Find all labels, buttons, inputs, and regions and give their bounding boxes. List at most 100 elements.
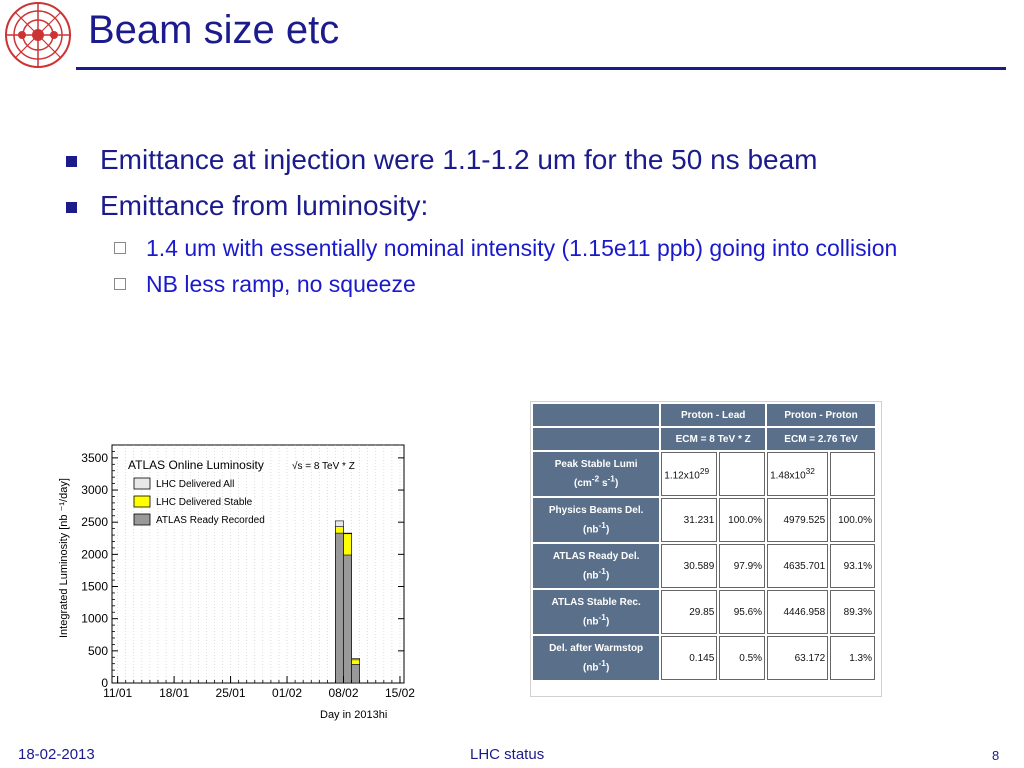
unit-exp: -2	[591, 473, 600, 484]
cell-pl-value: 31.231	[661, 498, 718, 542]
table-corner-cell	[533, 428, 660, 450]
luminosity-table: Proton - Lead Proton - Proton ECM = 8 Te…	[530, 401, 882, 697]
y-axis-label: Integrated Luminosity [nb ⁻¹/day]	[58, 478, 70, 638]
row-label-text: ATLAS Stable Rec.	[551, 596, 641, 608]
row-label-text: Peak Stable Lumi	[554, 458, 638, 470]
table-row: Physics Beams Del. (nb-1) 31.231 100.0% 4…	[533, 498, 875, 542]
plot-bars	[335, 520, 360, 684]
cell-pp-pct: 93.1%	[830, 544, 875, 588]
value-exp: 32	[805, 466, 815, 477]
legend-label: LHC Delivered Stable	[156, 497, 253, 508]
table-row: Peak Stable Lumi (cm-2 s-1) 1.12x1029 1.4…	[533, 452, 875, 496]
page-number: 8	[992, 748, 1000, 763]
legend-swatch-ready-recorded	[133, 513, 151, 526]
bar	[351, 664, 360, 684]
table-subheader-row: ECM = 8 TeV * Z ECM = 2.76 TeV	[533, 428, 875, 450]
unit-text: (nb	[582, 524, 599, 536]
cell-pp-pct	[830, 452, 875, 496]
luminosity-table-grid: Proton - Lead Proton - Proton ECM = 8 Te…	[531, 402, 877, 682]
unit-exp: -1	[598, 657, 606, 668]
unit-text: (nb	[582, 662, 599, 674]
legend-swatch-delivered-stable	[133, 495, 151, 508]
unit-exp: -1	[598, 611, 606, 622]
sub-bullet-item: 1.4 um with essentially nominal intensit…	[110, 232, 924, 264]
table-corner-cell	[533, 404, 660, 426]
cell-pl-value: 30.589	[661, 544, 718, 588]
table-row: ATLAS Ready Del. (nb-1) 30.589 97.9% 4635…	[533, 544, 875, 588]
cell-pl-pct: 95.6%	[719, 590, 766, 634]
unit-exp: -1	[607, 473, 615, 484]
square-bullet-icon	[66, 156, 77, 167]
subheader-ecm-pp: ECM = 2.76 TeV	[767, 428, 875, 450]
value-text: 1.12x10	[664, 470, 700, 482]
cell-pp-value: 1.48x1032	[767, 452, 829, 496]
x-tick-label: 15/02	[385, 686, 415, 700]
cell-pp-pct: 89.3%	[830, 590, 875, 634]
cell-pl-value: 0.145	[661, 636, 718, 680]
value-text: 1.48x10	[770, 470, 806, 482]
table-header-row: Proton - Lead Proton - Proton	[533, 404, 875, 426]
x-tick-label: 01/02	[272, 686, 302, 700]
square-bullet-icon	[66, 202, 77, 213]
cell-pp-pct: 1.3%	[830, 636, 875, 680]
lhc-logo-icon	[5, 2, 71, 68]
unit-exp: -1	[598, 519, 606, 530]
table-row: ATLAS Stable Rec. (nb-1) 29.85 95.6% 4446…	[533, 590, 875, 634]
bullet-text: Emittance from luminosity:	[100, 190, 429, 221]
hollow-square-bullet-icon	[114, 278, 126, 290]
bar	[335, 532, 344, 684]
luminosity-chart-svg: 0 500 1000 1500 2000 2500 3000 3500 11/01 18/01 2…	[58, 444, 415, 721]
row-unit: (cm-2 s-1)	[573, 474, 618, 490]
cell-pl-pct: 0.5%	[719, 636, 766, 680]
header-proton-proton: Proton - Proton	[767, 404, 875, 426]
row-label: Peak Stable Lumi (cm-2 s-1)	[533, 452, 660, 496]
y-tick-label: 1000	[81, 612, 108, 626]
y-tick-label: 1500	[81, 580, 108, 594]
x-tick-label: 25/01	[216, 686, 246, 700]
header-proton-lead: Proton - Lead	[661, 404, 766, 426]
plot-frame	[111, 444, 405, 684]
chart-legend: LHC Delivered All LHC Delivered Stable A…	[133, 477, 265, 526]
cell-pl-value: 1.12x1029	[661, 452, 718, 496]
chart-title: ATLAS Online Luminosity	[128, 458, 264, 472]
subheader-ecm-pl: ECM = 8 TeV * Z	[661, 428, 766, 450]
title-divider	[76, 67, 1006, 70]
x-axis-ticks: 11/01 18/01 25/01 01/02 08/02 15/02	[103, 676, 415, 700]
cell-pl-pct	[719, 452, 766, 496]
cell-pp-value: 4979.525	[767, 498, 829, 542]
cell-pp-value: 4446.958	[767, 590, 829, 634]
y-tick-label: 0	[101, 676, 108, 690]
y-tick-label: 500	[88, 644, 108, 658]
cell-pp-value: 63.172	[767, 636, 829, 680]
row-label: ATLAS Stable Rec. (nb-1)	[533, 590, 660, 634]
cell-pp-value: 4635.701	[767, 544, 829, 588]
y-tick-label: 2500	[81, 515, 108, 529]
cell-pl-value: 29.85	[661, 590, 718, 634]
sub-bullet-item: NB less ramp, no squeeze	[110, 268, 924, 300]
bullet-item: Emittance at injection were 1.1-1.2 um f…	[64, 140, 924, 180]
cell-pl-pct: 100.0%	[719, 498, 766, 542]
cell-pl-pct: 97.9%	[719, 544, 766, 588]
x-tick-label: 18/01	[159, 686, 189, 700]
legend-label: ATLAS Ready Recorded	[156, 515, 265, 526]
row-label-text: ATLAS Ready Del.	[552, 550, 640, 562]
row-label-text: Physics Beams Del.	[548, 504, 644, 516]
sub-bullet-text: 1.4 um with essentially nominal intensit…	[146, 235, 898, 261]
y-tick-label: 3000	[81, 483, 108, 497]
bullet-list: Emittance at injection were 1.1-1.2 um f…	[64, 140, 924, 304]
bullet-text: Emittance at injection were 1.1-1.2 um f…	[100, 144, 818, 175]
row-label: Del. after Warmstop (nb-1)	[533, 636, 660, 680]
row-label-text: Del. after Warmstop	[549, 642, 644, 654]
unit-text: s	[599, 478, 608, 490]
bullet-item: Emittance from luminosity:	[64, 186, 924, 226]
footer-date: 18-02-2013	[18, 746, 95, 763]
cell-pp-pct: 100.0%	[830, 498, 875, 542]
value-exp: 29	[699, 466, 710, 477]
footer-title: LHC status	[470, 746, 545, 763]
unit-text: )	[605, 616, 610, 628]
row-label: Physics Beams Del. (nb-1)	[533, 498, 660, 542]
table-row: Del. after Warmstop (nb-1) 0.145 0.5% 63.…	[533, 636, 875, 680]
plot-grid	[117, 445, 401, 683]
unit-text: (cm	[573, 478, 592, 490]
y-tick-label: 2000	[81, 547, 108, 561]
